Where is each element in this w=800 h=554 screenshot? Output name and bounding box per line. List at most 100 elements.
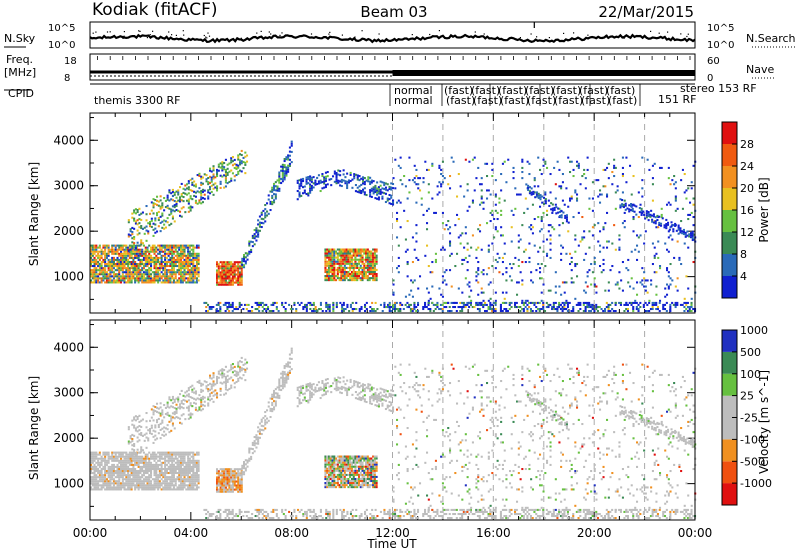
power-echo-cell: [237, 281, 240, 284]
vel-echo-cell: [167, 465, 170, 468]
power-echo-cell: [216, 279, 219, 282]
power-echo-cell: [190, 271, 193, 274]
power-echo-cell: [157, 273, 160, 276]
power-echo-cell: [93, 258, 96, 261]
power-echo-cell: [169, 275, 172, 278]
power-echo-cell: [383, 181, 386, 184]
vel-echo-cell: [160, 488, 163, 491]
power-echo-cell: [231, 269, 234, 272]
power-echo-cell: [118, 269, 121, 272]
power-echo-cell: [510, 267, 513, 270]
power-echo-cell: [209, 192, 212, 195]
vel-echo-cell: [130, 459, 133, 462]
vel-echo-cell: [93, 453, 96, 456]
power-echo-cell: [195, 252, 198, 255]
vel-echo-cell: [132, 455, 135, 458]
cpid-fast-1: (fast): [444, 84, 473, 97]
vel-echo-cell: [153, 486, 156, 489]
power-echo-cell: [230, 271, 233, 274]
power-echo-cell: [141, 277, 144, 280]
power-echo-cell: [558, 224, 561, 227]
power-echo-cell: [160, 250, 163, 253]
power-echo-cell: [331, 277, 334, 280]
power-echo-cell: [93, 267, 96, 270]
power-echo-cell: [669, 263, 672, 266]
power-echo-cell: [230, 161, 233, 164]
vel-echo-cell: [160, 472, 163, 475]
power-echo-cell: [112, 244, 115, 247]
power-echo-cell: [281, 180, 284, 183]
power-echo-cell: [127, 275, 130, 278]
power-echo-cell: [150, 248, 153, 251]
power-echo-cell: [182, 200, 185, 203]
power-echo-cell: [168, 199, 171, 202]
power-echo-cell: [143, 226, 146, 229]
power-echo-cell: [356, 190, 359, 193]
power-echo-cell: [356, 264, 359, 267]
vel-echo-cell: [178, 470, 181, 473]
power-echo-cell: [519, 193, 522, 196]
power-echo-cell: [185, 273, 188, 276]
power-echo-cell: [410, 289, 413, 292]
power-echo-cell: [97, 246, 100, 249]
power-echo-cell: [519, 271, 522, 274]
power-echo-cell: [620, 279, 623, 282]
power-echo-cell: [125, 248, 128, 251]
power-echo-cell: [461, 263, 464, 266]
power-echo-cell: [344, 308, 347, 311]
power-echo-cell: [230, 261, 233, 264]
power-echo-cell: [93, 246, 96, 249]
vel-echo-cell: [130, 472, 133, 475]
power-echo-cell: [651, 263, 654, 266]
power-echo-cell: [691, 234, 694, 237]
power-echo-cell: [368, 279, 371, 282]
vel-echo-cell: [121, 478, 124, 481]
power-echo-cell: [158, 277, 161, 280]
power-echo-cell: [356, 277, 359, 280]
freq-label-2: [MHz]: [4, 66, 36, 79]
power-echo-cell: [647, 211, 650, 214]
power-echo-cell: [142, 250, 145, 253]
cpid-fast-2: (fast): [446, 94, 475, 107]
power-echo-cell: [278, 171, 281, 174]
vel-echo-cell: [150, 470, 153, 473]
power-echo-cell: [477, 261, 480, 264]
power-echo-cell: [335, 172, 338, 175]
power-echo-cell: [333, 172, 336, 175]
power-echo-cell: [335, 262, 338, 265]
power-echo-cell: [338, 252, 341, 255]
power-echo-cell: [321, 175, 324, 178]
power-echo-cell: [637, 236, 640, 239]
power-echo-cell: [653, 271, 656, 274]
vel-echo-cell: [111, 472, 114, 475]
power-echo-cell: [361, 260, 364, 263]
nsky-point: [587, 34, 589, 36]
power-echo-cell: [417, 177, 420, 180]
power-echo-cell: [224, 273, 227, 276]
vel-echo-cell: [90, 480, 93, 483]
power-echo-cell: [298, 195, 301, 198]
power-echo-cell: [471, 201, 474, 204]
power-echo-cell: [665, 227, 668, 230]
power-echo-cell: [644, 230, 647, 233]
power-echo-cell: [340, 264, 343, 267]
power-echo-cell: [368, 273, 371, 276]
power-echo-cell: [224, 275, 227, 278]
power-echo-cell: [104, 261, 107, 264]
power-echo-cell: [250, 248, 253, 251]
power-echo-cell: [172, 271, 175, 274]
nsky-point: [667, 31, 669, 33]
power-echo-cell: [134, 269, 137, 272]
power-echo-cell: [574, 263, 577, 266]
power-echo-cell: [388, 306, 391, 309]
vel-echo-cell: [144, 453, 147, 456]
vel-echo-cell: [134, 463, 137, 466]
power-echo-cell: [500, 209, 503, 212]
power-echo-cell: [144, 248, 147, 251]
power-echo-cell: [160, 267, 163, 270]
power-echo-cell: [331, 275, 334, 278]
power-echo-cell: [473, 306, 476, 309]
power-echo-cell: [285, 158, 288, 161]
vel-echo-cell: [135, 484, 138, 487]
